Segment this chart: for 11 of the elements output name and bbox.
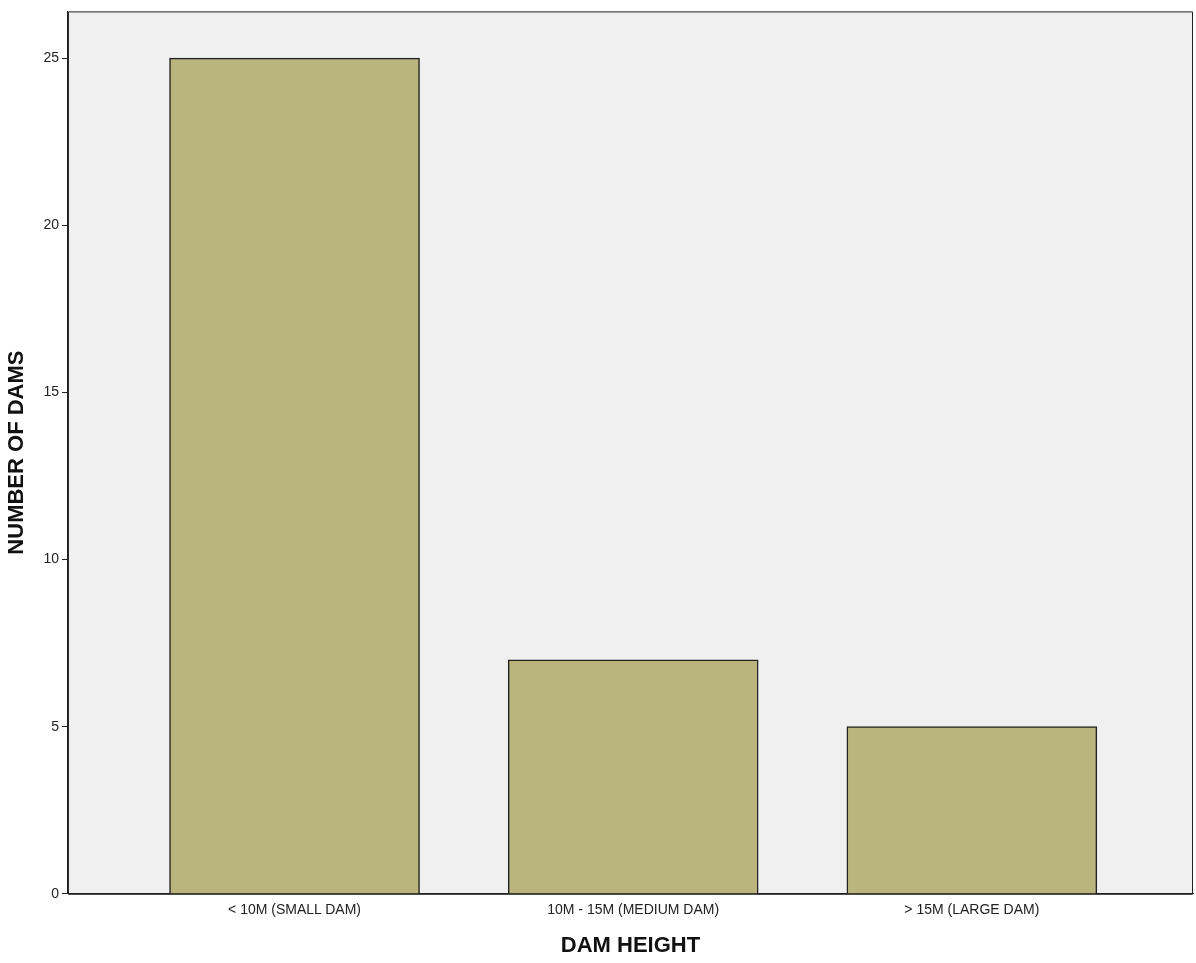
y-tick-label: 10 (43, 550, 60, 567)
x-tick-label: 10M - 15M (MEDIUM DAM) (547, 901, 720, 918)
x-axis-title: DAM HEIGHT (560, 931, 701, 957)
y-tick-label: 0 (51, 884, 60, 901)
y-tick-label: 15 (43, 383, 60, 400)
x-tick-label: > 15M (LARGE DAM) (904, 901, 1040, 918)
y-tick-label: 5 (51, 717, 60, 734)
x-tick-label: < 10M (SMALL DAM) (228, 901, 361, 918)
y-axis-title: NUMBER OF DAMS (3, 350, 29, 555)
y-tick-label: 20 (43, 216, 60, 233)
y-tick-label: 25 (43, 49, 60, 66)
